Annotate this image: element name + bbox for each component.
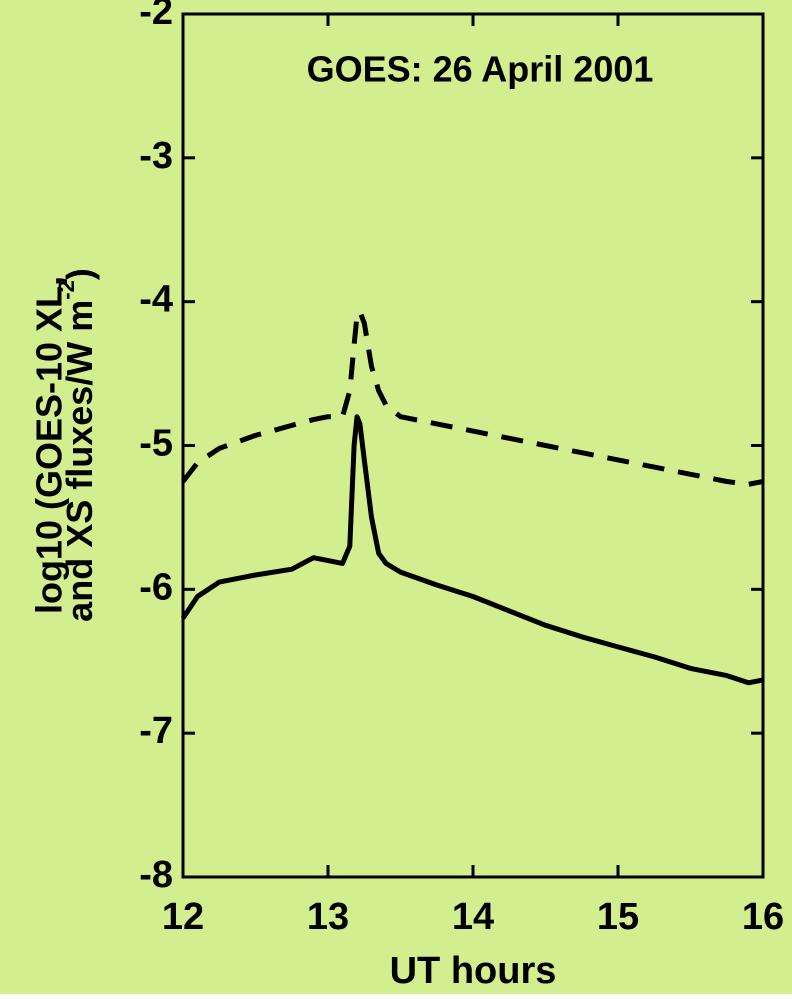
y-tick-label: -7 — [139, 710, 173, 752]
y-tick-label: -6 — [139, 566, 173, 608]
x-tick-label: 13 — [307, 896, 349, 938]
x-tick-label: 15 — [597, 896, 639, 938]
y-tick-label: -3 — [139, 135, 173, 177]
y-axis-label-line: log10 (GOES-10 XL, — [29, 276, 70, 614]
y-tick-label: -5 — [139, 423, 173, 465]
x-axis-label: UT hours — [390, 950, 557, 992]
y-axis-label-line: and XS fluxes/W m-2) — [54, 268, 100, 622]
y-axis-label-text: and XS fluxes/W m — [59, 300, 100, 622]
y-tick-label: -8 — [139, 854, 173, 896]
x-tick-label: 14 — [452, 896, 494, 938]
x-tick-label: 16 — [742, 896, 784, 938]
y-axis-label: log10 (GOES-10 XL, and XS fluxes/W m-2) — [29, 268, 100, 622]
y-tick-label: -4 — [139, 279, 173, 321]
data-line — [180, 414, 764, 686]
y-axis-label-close: ) — [59, 268, 100, 280]
x-tick-label: 12 — [162, 896, 204, 938]
chart-title: GOES: 26 April 2001 — [307, 49, 654, 90]
y-tick-label: -2 — [139, 0, 173, 33]
y-axis-label-superscript: -2 — [54, 280, 79, 300]
